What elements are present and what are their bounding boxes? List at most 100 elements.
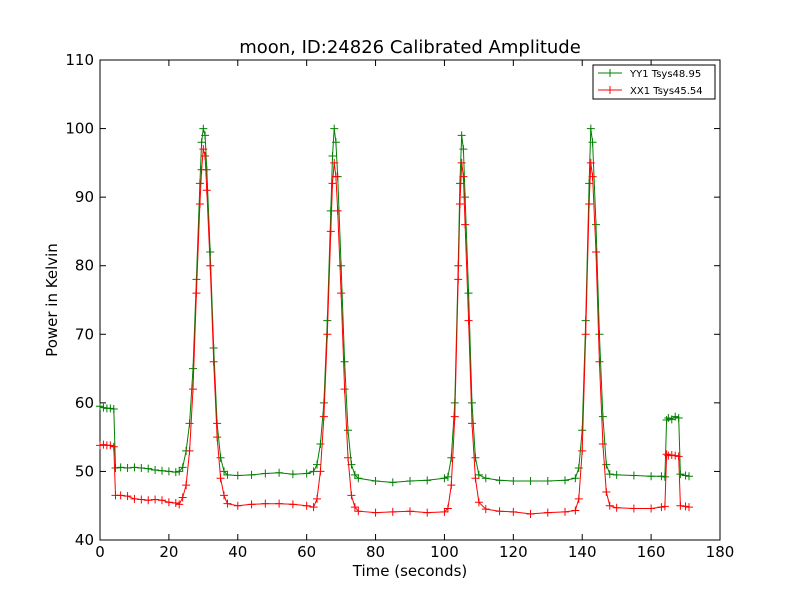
data-point <box>354 474 363 483</box>
data-point <box>388 507 397 516</box>
data-point <box>171 498 180 507</box>
data-point <box>116 491 125 500</box>
data-point <box>629 504 638 513</box>
series-line <box>99 128 690 483</box>
data-point <box>302 501 311 510</box>
data-point <box>461 220 470 229</box>
data-point <box>660 502 669 511</box>
data-point <box>202 186 211 195</box>
data-point <box>326 206 335 215</box>
legend-label-xx1: XX1 Tsys45.54 <box>630 86 703 97</box>
data-point <box>592 248 600 256</box>
x-tick-label: 0 <box>95 543 105 561</box>
x-tick-label: 100 <box>430 543 459 561</box>
data-point <box>595 357 604 366</box>
data-point <box>106 441 115 450</box>
data-point <box>598 440 607 448</box>
y-tick-label: 110 <box>65 51 94 69</box>
data-point <box>571 474 580 483</box>
data-point <box>206 248 215 256</box>
legend-marker-yy1 <box>606 69 614 77</box>
data-point <box>197 138 206 147</box>
data-point <box>261 469 270 478</box>
data-point <box>96 402 104 411</box>
data-point <box>233 501 242 510</box>
data-point <box>685 472 693 481</box>
data-point <box>574 494 583 503</box>
data-point <box>275 468 284 477</box>
data-point <box>592 220 600 229</box>
data-point <box>316 467 325 476</box>
data-point <box>459 145 468 154</box>
data-point <box>109 405 118 414</box>
data-point <box>151 495 160 504</box>
plot-area: 0 20 40 60 80 100 120 140 160 180 40 50 60 70 80 90 100… <box>65 51 734 561</box>
data-point <box>333 206 342 215</box>
data-point <box>561 507 569 516</box>
x-tick-label: 80 <box>366 543 385 561</box>
data-point <box>664 451 673 460</box>
data-point <box>443 504 452 513</box>
data-point <box>99 440 108 449</box>
axes-frame <box>99 59 721 541</box>
y-tick-label: 70 <box>75 325 94 343</box>
data-point <box>459 172 468 181</box>
x-axis-ticks: 0 20 40 60 80 100 120 140 160 180 <box>95 60 734 561</box>
data-point <box>328 152 337 160</box>
data-point <box>481 505 490 514</box>
data-point <box>526 477 535 486</box>
data-point <box>423 476 432 485</box>
x-tick-label: 60 <box>297 543 316 561</box>
data-point <box>164 498 173 507</box>
series-1 <box>96 145 693 518</box>
data-point <box>223 470 232 479</box>
data-point <box>337 261 346 270</box>
data-point <box>495 507 504 516</box>
data-point <box>612 503 621 512</box>
data-point <box>657 472 666 481</box>
legend-entry-xx1: XX1 Tsys45.54 <box>598 86 703 97</box>
data-point <box>443 472 452 481</box>
data-point <box>340 357 349 366</box>
y-tick-label: 100 <box>65 120 94 138</box>
data-point <box>471 474 480 483</box>
data-point <box>247 470 256 479</box>
data-point <box>344 426 352 435</box>
data-point <box>201 152 210 160</box>
data-point <box>629 471 638 480</box>
data-point <box>223 499 232 508</box>
legend-marker-xx1 <box>606 86 614 94</box>
data-point <box>388 478 397 487</box>
data-point <box>671 412 680 421</box>
data-point <box>195 179 204 188</box>
data-point <box>657 503 666 512</box>
data-point <box>440 474 449 483</box>
chart-title: moon, ID:24826 Calibrated Amplitude <box>239 37 581 58</box>
data-point <box>144 464 153 473</box>
data-point <box>302 469 311 478</box>
data-point <box>350 503 359 512</box>
data-point <box>605 470 614 479</box>
data-point <box>201 131 210 140</box>
series-layer <box>96 124 693 518</box>
data-point <box>347 491 356 500</box>
data-point <box>328 179 337 188</box>
data-point <box>137 464 146 472</box>
data-point <box>323 330 332 339</box>
data-point <box>275 499 284 508</box>
y-axis-ticks: 40 50 60 70 80 90 100 110 <box>65 51 720 549</box>
data-point <box>509 507 518 516</box>
data-point <box>561 476 569 485</box>
x-tick-label: 180 <box>706 543 735 561</box>
data-point <box>543 508 552 517</box>
data-point <box>447 453 456 462</box>
data-point <box>189 385 197 394</box>
data-point <box>468 398 476 407</box>
data-point <box>189 364 197 373</box>
y-tick-label: 60 <box>75 394 94 412</box>
data-point <box>578 426 587 435</box>
data-point <box>137 495 146 504</box>
data-point <box>595 330 604 339</box>
data-point <box>586 158 595 167</box>
data-point <box>440 507 449 516</box>
